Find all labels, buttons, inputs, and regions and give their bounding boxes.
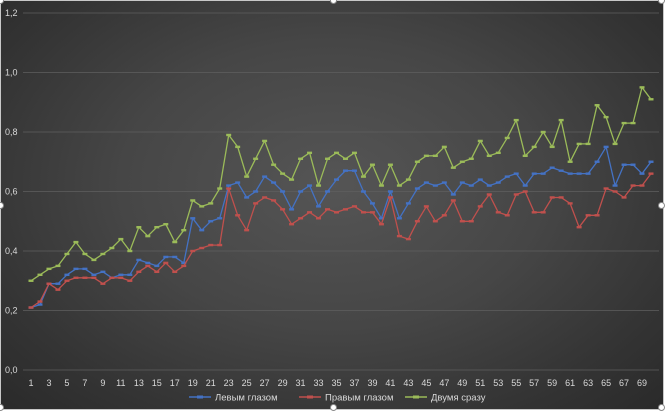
resize-handle-top-middle[interactable] xyxy=(330,0,337,4)
y-tick-label: 0,4 xyxy=(5,246,18,256)
x-tick-label: 35 xyxy=(331,378,341,388)
x-tick-label: 63 xyxy=(583,378,593,388)
resize-handle-bottom-middle[interactable] xyxy=(330,404,337,411)
x-tick-label: 59 xyxy=(547,378,557,388)
x-tick-label: 47 xyxy=(439,378,449,388)
x-tick-label: 1 xyxy=(28,378,33,388)
x-tick-label: 61 xyxy=(565,378,575,388)
resize-handle-middle-right[interactable] xyxy=(658,202,665,209)
series-line xyxy=(30,173,652,309)
resize-handle-bottom-right[interactable] xyxy=(658,404,665,411)
legend-item: Правым глазом xyxy=(299,393,393,404)
legend-label: Двумя сразу xyxy=(431,393,486,404)
legend: Левым глазом Правым глазом Двумя сразу xyxy=(189,393,486,404)
series-1 xyxy=(28,145,654,309)
series-lines xyxy=(28,86,654,309)
x-tick-label: 31 xyxy=(296,378,306,388)
x-tick-label: 5 xyxy=(64,378,69,388)
y-tick-label: 1,0 xyxy=(5,68,18,78)
x-tick-label: 49 xyxy=(457,378,467,388)
x-tick-label: 43 xyxy=(403,378,413,388)
x-tick-label: 11 xyxy=(116,378,125,388)
x-tick-label: 33 xyxy=(314,378,324,388)
x-tick-label: 53 xyxy=(493,378,503,388)
x-tick-label: 69 xyxy=(637,378,647,388)
x-tick-label: 17 xyxy=(170,378,180,388)
x-tick-label: 23 xyxy=(224,378,234,388)
resize-handle-top-left[interactable] xyxy=(0,0,4,4)
gridlines xyxy=(23,12,659,371)
y-tick-label: 0,0 xyxy=(5,365,18,375)
x-tick-label: 21 xyxy=(206,378,216,388)
series-2 xyxy=(28,172,654,309)
legend-item: Левым глазом xyxy=(189,393,278,404)
x-tick-label: 7 xyxy=(82,378,87,388)
x-tick-label: 67 xyxy=(619,378,629,388)
x-tick-label: 37 xyxy=(349,378,359,388)
series-line xyxy=(30,86,652,282)
x-tick-label: 27 xyxy=(260,378,270,388)
series-3 xyxy=(28,86,654,282)
legend-label: Левым глазом xyxy=(215,393,278,404)
resize-handle-bottom-left[interactable] xyxy=(0,404,4,411)
legend-label: Правым глазом xyxy=(325,393,393,404)
x-tick-label: 65 xyxy=(601,378,611,388)
x-tick-label: 25 xyxy=(242,378,252,388)
resize-handle-top-right[interactable] xyxy=(658,0,665,4)
x-tick-label: 51 xyxy=(475,378,485,388)
x-tick-label: 55 xyxy=(511,378,521,388)
x-tick-label: 29 xyxy=(278,378,288,388)
x-tick-label: 13 xyxy=(134,378,144,388)
y-tick-label: 0,6 xyxy=(5,187,18,197)
x-tick-label: 9 xyxy=(100,378,105,388)
y-tick-label: 0,8 xyxy=(5,127,18,137)
x-tick-label: 19 xyxy=(188,378,198,388)
x-tick-label: 39 xyxy=(367,378,377,388)
series-line xyxy=(30,146,652,309)
x-tick-label: 3 xyxy=(46,378,51,388)
x-tick-label: 45 xyxy=(421,378,431,388)
x-tick-label: 15 xyxy=(152,378,162,388)
x-tick-label: 41 xyxy=(385,378,395,388)
resize-handle-middle-left[interactable] xyxy=(0,202,4,209)
axis-labels: 0,00,20,40,60,81,01,21 3 5 7 9 11 13 15 17 19 21 23… xyxy=(5,8,647,388)
legend-item: Двумя сразу xyxy=(405,393,486,404)
y-tick-label: 0,2 xyxy=(5,306,18,316)
y-tick-label: 1,2 xyxy=(5,8,18,18)
x-tick-label: 57 xyxy=(529,378,539,388)
